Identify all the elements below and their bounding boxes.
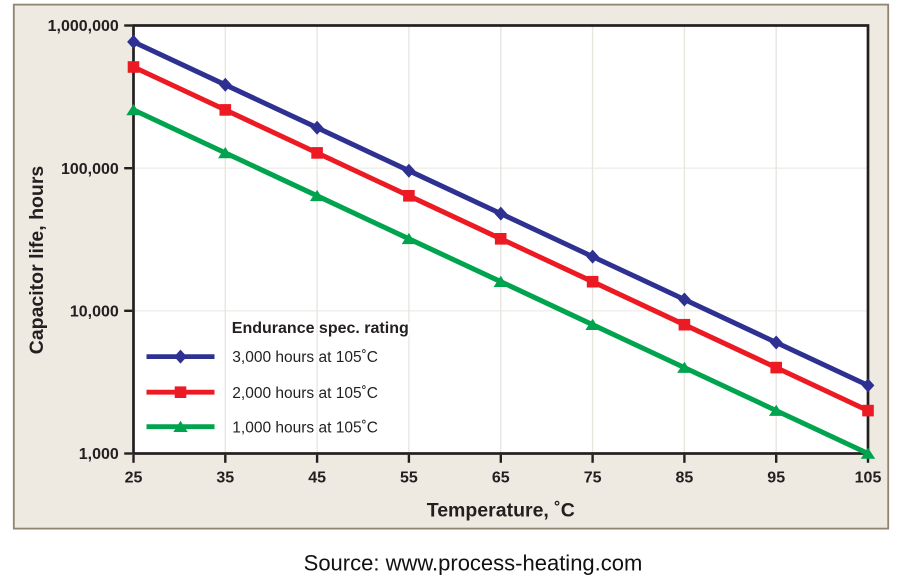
svg-text:3,000 hours at 105˚C: 3,000 hours at 105˚C [232,349,378,366]
svg-text:55: 55 [400,469,418,486]
svg-text:65: 65 [492,469,510,486]
svg-text:95: 95 [767,469,785,486]
svg-text:25: 25 [125,469,143,486]
svg-text:Temperature, ˚C: Temperature, ˚C [427,498,575,521]
svg-text:85: 85 [676,469,694,486]
svg-text:35: 35 [216,469,234,486]
svg-text:1,000: 1,000 [79,446,119,463]
svg-text:1,000,000: 1,000,000 [48,18,119,35]
svg-text:Capacitor life, hours: Capacitor life, hours [26,166,48,355]
svg-text:Source: www.process-heating.co: Source: www.process-heating.com [304,551,643,576]
svg-text:45: 45 [308,469,326,486]
svg-text:105: 105 [855,469,882,486]
svg-text:75: 75 [584,469,602,486]
svg-text:1,000 hours at 105˚C: 1,000 hours at 105˚C [232,419,378,436]
svg-text:2,000 hours at 105˚C: 2,000 hours at 105˚C [232,385,378,402]
svg-text:100,000: 100,000 [61,161,119,178]
svg-text:10,000: 10,000 [70,304,119,321]
svg-text:Endurance spec. rating: Endurance spec. rating [232,320,409,337]
